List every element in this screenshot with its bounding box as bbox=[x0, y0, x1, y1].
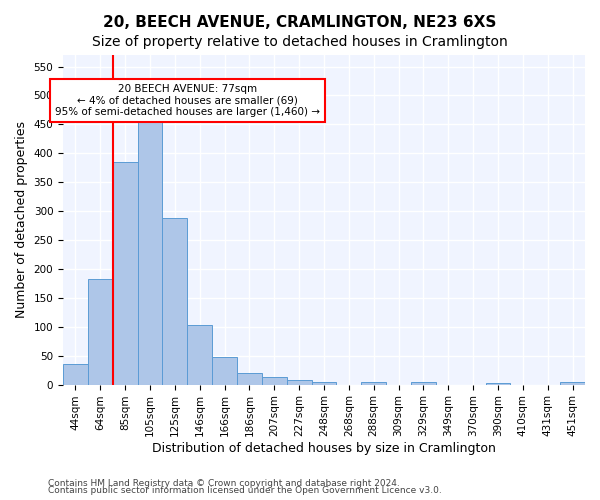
Text: 20, BEECH AVENUE, CRAMLINGTON, NE23 6XS: 20, BEECH AVENUE, CRAMLINGTON, NE23 6XS bbox=[103, 15, 497, 30]
Text: Size of property relative to detached houses in Cramlington: Size of property relative to detached ho… bbox=[92, 35, 508, 49]
Bar bbox=[262, 376, 287, 384]
Bar bbox=[411, 382, 436, 384]
Bar bbox=[311, 382, 337, 384]
Text: Contains public sector information licensed under the Open Government Licence v3: Contains public sector information licen… bbox=[48, 486, 442, 495]
Bar bbox=[88, 279, 113, 384]
Bar bbox=[212, 358, 237, 384]
Bar bbox=[63, 364, 88, 384]
Text: Contains HM Land Registry data © Crown copyright and database right 2024.: Contains HM Land Registry data © Crown c… bbox=[48, 478, 400, 488]
Bar bbox=[485, 383, 511, 384]
Bar bbox=[137, 122, 163, 384]
Bar bbox=[187, 325, 212, 384]
Text: 20 BEECH AVENUE: 77sqm
← 4% of detached houses are smaller (69)
95% of semi-deta: 20 BEECH AVENUE: 77sqm ← 4% of detached … bbox=[55, 84, 320, 117]
X-axis label: Distribution of detached houses by size in Cramlington: Distribution of detached houses by size … bbox=[152, 442, 496, 455]
Bar bbox=[361, 382, 386, 384]
Y-axis label: Number of detached properties: Number of detached properties bbox=[15, 122, 28, 318]
Bar bbox=[113, 162, 137, 384]
Bar bbox=[560, 382, 585, 384]
Bar bbox=[163, 218, 187, 384]
Bar bbox=[237, 373, 262, 384]
Bar bbox=[287, 380, 311, 384]
